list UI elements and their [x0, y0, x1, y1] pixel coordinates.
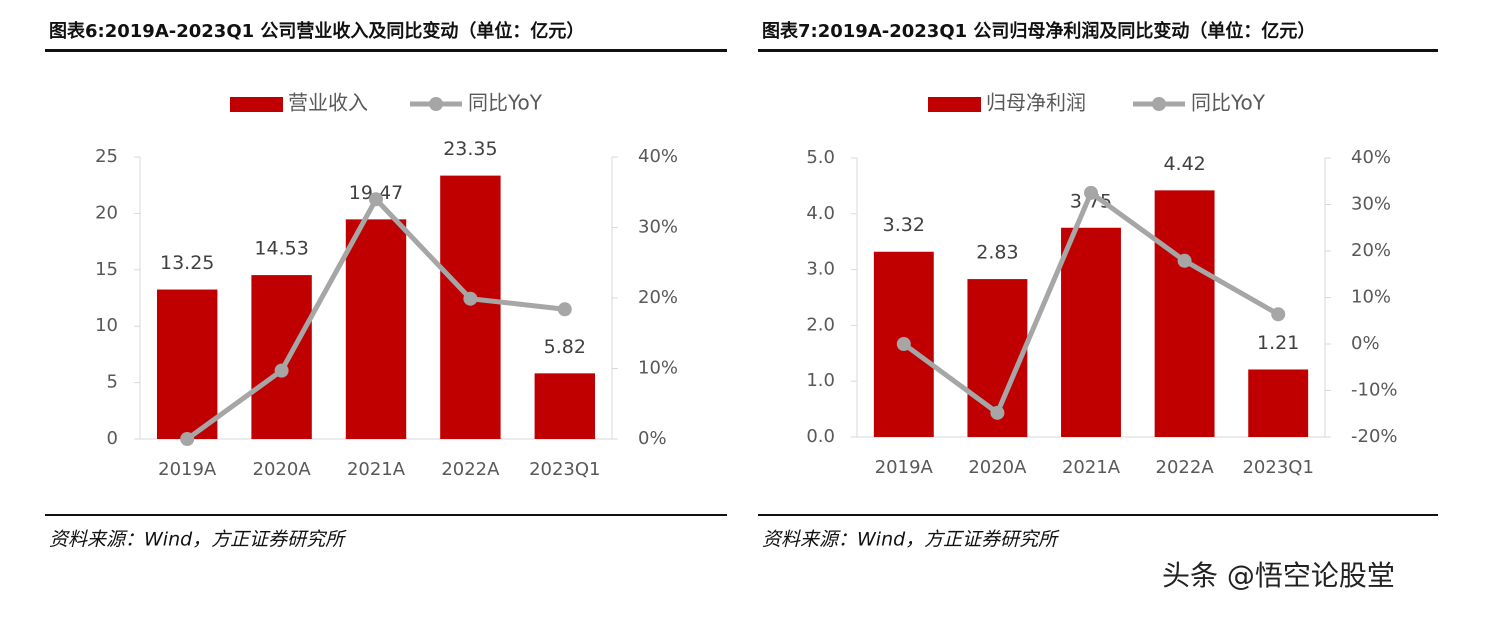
source-rule	[758, 514, 1438, 516]
yoy-marker	[180, 432, 195, 446]
legend-label: 同比YoY	[468, 91, 543, 115]
yoy-marker	[274, 363, 289, 378]
yoy-marker	[1084, 185, 1098, 200]
y-tick-label: 5.0	[806, 147, 835, 168]
y-tick-label: 25	[95, 146, 118, 167]
x-tick-label: 2020A	[968, 457, 1027, 478]
y-tick-label: 15	[95, 259, 118, 280]
y-tick-label: 0.0	[806, 426, 835, 447]
y2-tick-label: 20%	[638, 287, 678, 308]
yoy-marker	[1177, 253, 1192, 268]
data-label: 13.25	[160, 252, 214, 274]
legend-label: 归母净利润	[986, 91, 1086, 115]
watermark: 头条 @悟空论股堂	[1162, 559, 1395, 592]
yoy-marker	[463, 291, 478, 306]
source: 资料来源：Wind，方正证券研究所	[49, 529, 347, 551]
y2-tick-label: 30%	[1351, 194, 1391, 215]
yoy-marker	[896, 337, 911, 351]
y2-tick-label: 10%	[1351, 287, 1391, 308]
chart-title: 图表6:2019A-2023Q1 公司营业收入及同比变动（单位：亿元）	[49, 20, 584, 42]
bar	[1061, 227, 1121, 437]
data-label: 3.32	[883, 214, 925, 236]
data-label: 3.75	[1070, 190, 1112, 212]
y-tick-label: 10	[95, 315, 118, 336]
legend-label: 营业收入	[288, 91, 368, 115]
x-tick-label: 2022A	[441, 459, 500, 480]
x-tick-label: 2021A	[1062, 457, 1121, 478]
yoy-marker	[990, 405, 1005, 420]
bar	[1248, 369, 1309, 437]
y-tick-label: 4.0	[806, 203, 835, 224]
bar	[1154, 190, 1215, 437]
legend-swatch	[230, 97, 283, 112]
x-tick-label: 2023Q1	[529, 459, 600, 480]
x-tick-label: 2019A	[158, 459, 217, 480]
data-label: 14.53	[254, 238, 308, 260]
y2-tick-label: -10%	[1351, 380, 1398, 401]
data-label: 4.42	[1163, 153, 1205, 175]
y2-tick-label: 0%	[638, 428, 667, 449]
title-rule	[758, 49, 1438, 52]
y-tick-label: 3.0	[806, 259, 835, 280]
y2-tick-label: 40%	[1351, 147, 1391, 168]
bar	[345, 219, 407, 439]
x-tick-label: 2021A	[347, 459, 406, 480]
x-tick-label: 2022A	[1156, 457, 1215, 478]
bar	[534, 373, 596, 439]
yoy-marker	[1271, 307, 1286, 322]
bar	[156, 289, 218, 439]
chart-title: 图表7:2019A-2023Q1 公司归母净利润及同比变动（单位：亿元）	[762, 20, 1315, 42]
legend-swatch	[928, 97, 981, 112]
source: 资料来源：Wind，方正证券研究所	[762, 529, 1060, 551]
data-label: 23.35	[443, 138, 497, 160]
yoy-marker	[557, 302, 572, 317]
y2-tick-label: 10%	[638, 358, 678, 379]
y2-tick-label: 0%	[1351, 333, 1380, 354]
legend-marker	[1152, 97, 1166, 111]
source-rule	[45, 514, 727, 516]
y-tick-label: 5	[107, 372, 118, 393]
y-tick-label: 0	[107, 428, 118, 449]
y2-tick-label: -20%	[1351, 426, 1398, 447]
x-tick-label: 2023Q1	[1242, 457, 1313, 478]
yoy-marker	[369, 192, 383, 207]
y-tick-label: 1.0	[806, 370, 835, 391]
bar	[440, 175, 501, 439]
data-label: 5.82	[544, 336, 586, 358]
y2-tick-label: 20%	[1351, 240, 1391, 261]
y-tick-label: 2.0	[806, 314, 835, 335]
legend-marker	[429, 97, 443, 111]
y2-tick-label: 30%	[638, 217, 678, 238]
data-label: 2.83	[976, 242, 1018, 264]
watermark-bg	[1150, 552, 1490, 602]
legend-label: 同比YoY	[1191, 91, 1266, 115]
y-tick-label: 20	[95, 202, 118, 223]
y2-tick-label: 40%	[638, 146, 678, 167]
bar	[251, 275, 312, 439]
data-label: 1.21	[1257, 332, 1299, 354]
title-rule	[45, 49, 727, 52]
x-tick-label: 2019A	[875, 457, 934, 478]
x-tick-label: 2020A	[253, 459, 312, 480]
